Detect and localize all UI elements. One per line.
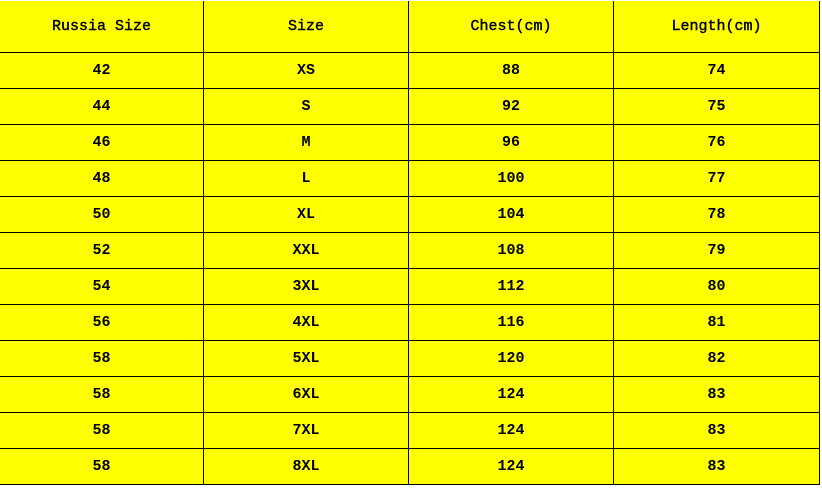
cell-chest: 100 [409,161,614,197]
cell-length: 82 [614,341,820,377]
cell-size: 8XL [204,449,409,485]
header-length: Length(cm) [614,1,820,53]
cell-chest: 120 [409,341,614,377]
cell-length: 78 [614,197,820,233]
cell-russia-size: 54 [0,269,204,305]
cell-length: 81 [614,305,820,341]
cell-length: 75 [614,89,820,125]
cell-chest: 96 [409,125,614,161]
cell-chest: 88 [409,53,614,89]
cell-length: 83 [614,449,820,485]
cell-russia-size: 58 [0,413,204,449]
cell-size: XXL [204,233,409,269]
cell-chest: 92 [409,89,614,125]
cell-chest: 116 [409,305,614,341]
cell-size: L [204,161,409,197]
cell-size: XS [204,53,409,89]
cell-chest: 124 [409,449,614,485]
cell-length: 80 [614,269,820,305]
cell-size: 5XL [204,341,409,377]
header-russia-size: Russia Size [0,1,204,53]
cell-russia-size: 58 [0,377,204,413]
cell-russia-size: 48 [0,161,204,197]
cell-size: 6XL [204,377,409,413]
size-chart-table: Russia Size Size Chest(cm) Length(cm) 42 XS 88… [0,1,820,485]
cell-length: 83 [614,377,820,413]
cell-russia-size: 44 [0,89,204,125]
cell-russia-size: 52 [0,233,204,269]
cell-size: XL [204,197,409,233]
cell-chest: 108 [409,233,614,269]
cell-chest: 124 [409,413,614,449]
header-chest: Chest(cm) [409,1,614,53]
cell-size: 3XL [204,269,409,305]
cell-size: 4XL [204,305,409,341]
cell-length: 83 [614,413,820,449]
cell-length: 74 [614,53,820,89]
cell-chest: 104 [409,197,614,233]
cell-russia-size: 56 [0,305,204,341]
cell-chest: 124 [409,377,614,413]
cell-length: 79 [614,233,820,269]
cell-russia-size: 50 [0,197,204,233]
cell-size: S [204,89,409,125]
cell-length: 76 [614,125,820,161]
cell-russia-size: 58 [0,341,204,377]
cell-chest: 112 [409,269,614,305]
cell-size: 7XL [204,413,409,449]
cell-length: 77 [614,161,820,197]
cell-russia-size: 42 [0,53,204,89]
cell-size: M [204,125,409,161]
header-size: Size [204,1,409,53]
cell-russia-size: 46 [0,125,204,161]
cell-russia-size: 58 [0,449,204,485]
